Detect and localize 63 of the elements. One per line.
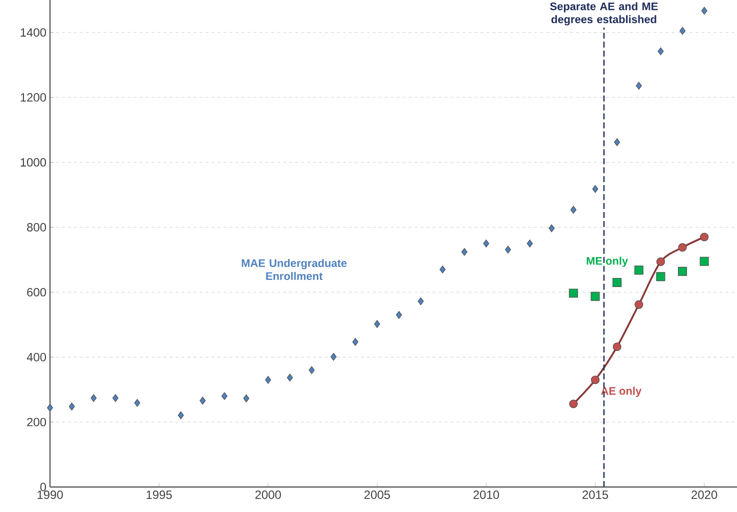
x-tick-label: 2000	[255, 490, 281, 499]
point	[656, 272, 666, 282]
x-tick-label: 2010	[473, 490, 500, 499]
text: MAE Undergraduate Enrollment	[242, 258, 347, 280]
x-tick-label: 2015	[582, 490, 608, 499]
series-label: AE only	[601, 386, 642, 397]
series-label: ME only	[586, 256, 628, 267]
point	[396, 311, 402, 319]
point	[178, 411, 184, 420]
point	[592, 185, 598, 193]
point	[570, 206, 576, 214]
point	[440, 266, 446, 274]
point	[634, 300, 644, 309]
point	[243, 394, 250, 402]
point	[634, 266, 644, 275]
point	[701, 6, 708, 15]
point	[352, 338, 358, 346]
y-tick-label: 200	[27, 418, 46, 426]
point	[221, 392, 228, 400]
y-tick-label: 1200	[20, 93, 46, 102]
point	[678, 243, 687, 252]
point	[483, 240, 490, 248]
point	[526, 240, 533, 248]
y-tick-label: 1400	[20, 28, 46, 37]
point	[700, 256, 709, 266]
y-tick-label: 800	[27, 223, 46, 232]
point	[548, 224, 555, 232]
point	[612, 342, 622, 352]
point	[590, 292, 600, 301]
point	[90, 394, 97, 402]
point	[505, 246, 511, 254]
point	[265, 376, 272, 384]
point	[374, 320, 380, 328]
point	[286, 374, 293, 382]
point	[569, 400, 578, 408]
x-tick-label: 1990	[38, 490, 63, 499]
y-tick-label: 0	[40, 482, 46, 492]
point	[700, 232, 709, 242]
y-tick-label: 1000	[20, 158, 46, 167]
point	[112, 394, 118, 402]
point	[68, 402, 75, 410]
point	[568, 288, 578, 298]
x-tick-label: 2020	[692, 490, 718, 499]
point	[47, 404, 53, 412]
point	[330, 352, 337, 361]
point	[418, 297, 424, 306]
point	[461, 248, 468, 256]
point	[679, 26, 686, 35]
ref-line-label: Separate AE and ME degrees established	[550, 2, 658, 26]
x-tick-label: 1995	[146, 490, 172, 499]
point	[678, 266, 687, 276]
point	[308, 366, 315, 374]
y-tick-label: 600	[27, 288, 46, 296]
point	[614, 138, 620, 146]
point	[200, 396, 206, 405]
x-tick-label: 2005	[364, 490, 390, 499]
point	[590, 376, 600, 384]
point	[134, 399, 140, 407]
point	[656, 257, 665, 266]
y-tick-label: 400	[26, 352, 46, 362]
point	[636, 82, 642, 90]
point	[658, 47, 664, 56]
point	[612, 278, 622, 287]
